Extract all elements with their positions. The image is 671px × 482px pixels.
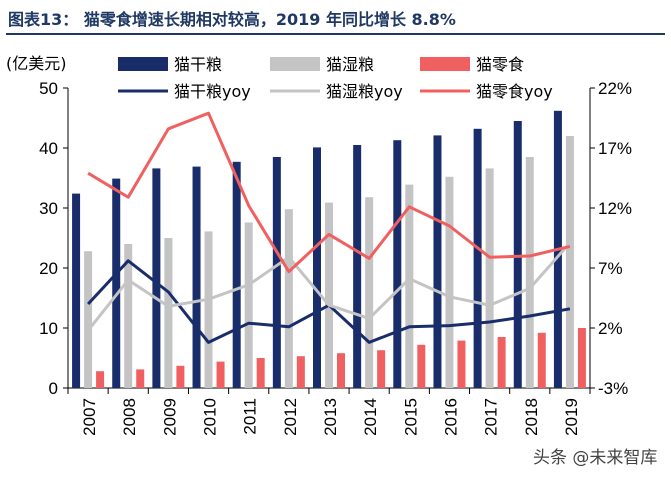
bar-treat: [136, 369, 145, 388]
bar-dry: [152, 168, 161, 388]
legend-label: 猫零食: [476, 55, 524, 74]
bar-wet: [124, 244, 133, 388]
x-tick-label: 2016: [441, 398, 460, 436]
left-tick-label: 0: [49, 379, 58, 398]
bar-treat: [577, 328, 586, 388]
bar-wet: [445, 176, 454, 388]
bar-wet: [244, 222, 253, 388]
left-tick-label: 20: [39, 259, 58, 278]
x-tick-label: 2008: [120, 398, 139, 436]
x-tick-label: 2015: [401, 398, 420, 436]
bar-dry: [72, 193, 81, 388]
bar-dry: [513, 121, 522, 388]
legend-label: 猫湿粮: [326, 55, 374, 74]
x-tick-label: 2010: [201, 398, 220, 436]
legend-swatch: [270, 57, 320, 71]
bar-dry: [313, 147, 321, 388]
bar-treat: [96, 371, 105, 388]
bar-wet: [284, 209, 293, 388]
figure-title-bar: 图表13： 猫零食增速长期相对较高，2019 年同比增长 8.8%: [0, 0, 671, 38]
bar-wet: [204, 231, 213, 388]
figure-title: 图表13： 猫零食增速长期相对较高，2019 年同比增长 8.8%: [8, 10, 456, 29]
right-tick-label: 22%: [598, 79, 632, 98]
bar-wet: [485, 168, 494, 388]
right-tick-label: 12%: [598, 199, 632, 218]
bar-wet: [405, 184, 414, 388]
x-tick-label: 2018: [522, 398, 541, 436]
x-tick-label: 2019: [562, 398, 581, 436]
legend-swatch: [420, 57, 470, 71]
x-tick-label: 2011: [241, 398, 260, 435]
bar-treat: [457, 340, 466, 388]
bar-treat: [417, 344, 426, 388]
bar-dry: [473, 128, 482, 389]
legend-label: 猫干粮: [174, 55, 222, 74]
legend-label: 猫湿粮yoy: [326, 82, 403, 101]
left-axis-unit-label: (亿美元): [6, 54, 67, 73]
watermark: 头条 @未来智库: [533, 436, 663, 474]
bar-dry: [192, 166, 201, 388]
title-divider: [6, 33, 665, 35]
legend-swatch: [118, 57, 168, 71]
left-tick-label: 40: [39, 139, 58, 158]
watermark-text: 头条 @未来智库: [533, 448, 658, 468]
left-tick-label: 10: [39, 319, 58, 338]
x-tick-label: 2017: [482, 398, 501, 436]
bar-treat: [377, 350, 386, 388]
bar-wet: [565, 136, 574, 388]
bar-treat: [216, 361, 225, 388]
legend-label: 猫干粮yoy: [174, 82, 251, 101]
bar-wet: [525, 157, 534, 388]
right-tick-label: -3%: [598, 379, 628, 398]
x-tick-label: 2007: [80, 398, 99, 436]
bar-dry: [393, 140, 402, 388]
bar-dry: [272, 157, 281, 388]
x-tick-label: 2014: [361, 398, 380, 436]
bar-dry: [433, 135, 442, 388]
bar-treat: [337, 353, 345, 388]
left-tick-label: 30: [39, 199, 58, 218]
bar-treat: [256, 358, 265, 388]
bar-dry: [353, 145, 362, 388]
line-wet-yoy: [86, 241, 572, 332]
bar-wet: [325, 202, 333, 388]
x-tick-label: 2012: [281, 398, 300, 436]
bar-wet: [84, 251, 93, 388]
bar-dry: [232, 161, 241, 388]
left-tick-label: 50: [39, 79, 58, 98]
bar-treat: [537, 332, 546, 388]
x-tick-label: 2013: [321, 398, 340, 436]
right-tick-label: 2%: [598, 319, 623, 338]
bar-treat: [296, 356, 305, 388]
bar-treat: [176, 365, 185, 388]
bar-wet: [365, 197, 374, 388]
right-tick-label: 7%: [598, 259, 623, 278]
legend-label: 猫零食yoy: [476, 82, 553, 101]
bar-treat: [497, 337, 506, 388]
right-tick-label: 17%: [598, 139, 632, 158]
x-tick-label: 2009: [160, 398, 179, 436]
bar-wet: [164, 238, 173, 388]
line-treat-yoy: [87, 111, 571, 274]
bar-dry: [112, 178, 121, 388]
